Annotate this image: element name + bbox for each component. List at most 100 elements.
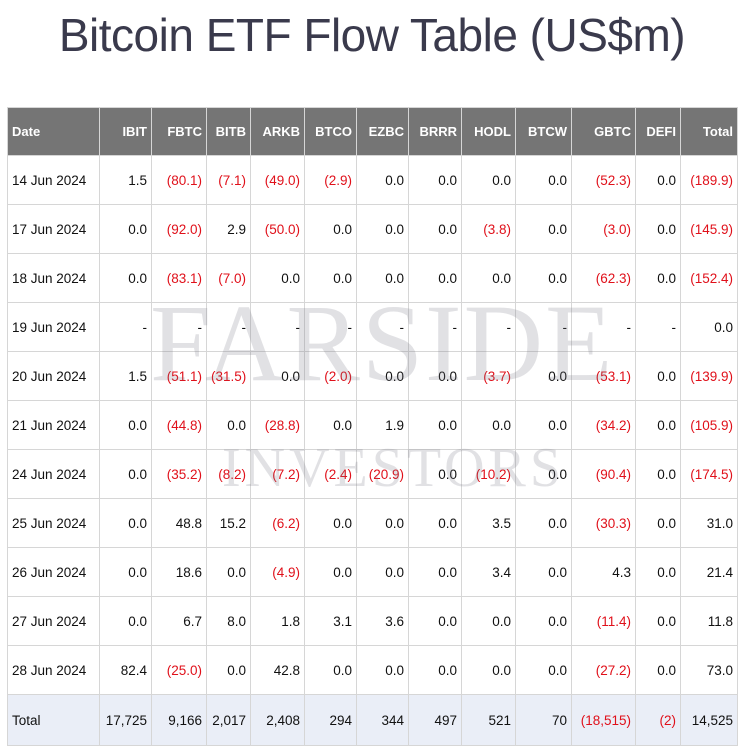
flow-cell: (30.3) [571, 498, 636, 548]
flow-cell: - [304, 302, 357, 352]
column-header-btcw: BTCW [515, 107, 572, 156]
flow-cell: (7.2) [250, 449, 305, 499]
flow-cell: 0.0 [515, 204, 572, 254]
flow-cell: 0.0 [99, 547, 152, 597]
row-date: 21 Jun 2024 [7, 400, 100, 450]
flow-cell: 0.0 [356, 498, 409, 548]
column-header-btco: BTCO [304, 107, 357, 156]
flow-cell: 2,408 [250, 694, 305, 746]
flow-cell: 294 [304, 694, 357, 746]
flow-cell: 0.0 [408, 645, 462, 695]
flow-cell: 1.5 [99, 155, 152, 205]
flow-cell: 0.0 [461, 596, 516, 646]
table-row: 27 Jun 2024 0.0 6.7 8.0 1.8 3.1 3.6 0.0 0.0 0.0 (1… [7, 596, 738, 646]
flow-cell: - [408, 302, 462, 352]
flow-cell: 0.0 [461, 253, 516, 303]
flow-cell: (27.2) [571, 645, 636, 695]
flow-cell: 14,525 [680, 694, 738, 746]
flow-cell: 0.0 [635, 400, 681, 450]
flow-cell: (189.9) [680, 155, 738, 205]
flow-cell: 0.0 [515, 547, 572, 597]
flow-cell: 1.8 [250, 596, 305, 646]
table-row: 26 Jun 2024 0.0 18.6 0.0 (4.9) 0.0 0.0 0.0 3.4 0.… [7, 547, 738, 597]
flow-cell: 15.2 [206, 498, 251, 548]
flow-cell: 0.0 [515, 498, 572, 548]
flow-cell: 0.0 [304, 645, 357, 695]
flow-cell: 0.0 [635, 155, 681, 205]
flow-cell: 0.0 [515, 253, 572, 303]
flow-cell: 0.0 [635, 645, 681, 695]
flow-cell: 0.0 [206, 547, 251, 597]
flow-cell: (4.9) [250, 547, 305, 597]
flow-cell: (3.0) [571, 204, 636, 254]
flow-cell: (152.4) [680, 253, 738, 303]
flow-cell: 0.0 [99, 204, 152, 254]
flow-cell: 31.0 [680, 498, 738, 548]
flow-cell: 18.6 [151, 547, 207, 597]
flow-cell: (25.0) [151, 645, 207, 695]
flow-cell: 0.0 [356, 351, 409, 401]
flow-cell: 0.0 [635, 253, 681, 303]
flow-cell: 9,166 [151, 694, 207, 746]
row-date: 24 Jun 2024 [7, 449, 100, 499]
flow-cell: (7.1) [206, 155, 251, 205]
flow-cell: 0.0 [250, 351, 305, 401]
flow-cell: 1.5 [99, 351, 152, 401]
flow-cell: 3.1 [304, 596, 357, 646]
flow-cell: (105.9) [680, 400, 738, 450]
flow-cell: 0.0 [356, 155, 409, 205]
flow-cell: (34.2) [571, 400, 636, 450]
flow-cell: 2.9 [206, 204, 251, 254]
flow-cell: 0.0 [206, 400, 251, 450]
flow-cell: 3.4 [461, 547, 516, 597]
flow-cell: 0.0 [304, 204, 357, 254]
flow-cell: (3.8) [461, 204, 516, 254]
column-header-ezbc: EZBC [356, 107, 409, 156]
flow-cell: - [151, 302, 207, 352]
flow-cell: 0.0 [635, 596, 681, 646]
flow-cell: (83.1) [151, 253, 207, 303]
flow-cell: 0.0 [461, 155, 516, 205]
flow-cell: 4.3 [571, 547, 636, 597]
flow-cell: 11.8 [680, 596, 738, 646]
row-date: 14 Jun 2024 [7, 155, 100, 205]
column-header-gbtc: GBTC [571, 107, 636, 156]
flow-cell: 0.0 [515, 351, 572, 401]
flow-cell: 8.0 [206, 596, 251, 646]
flow-cell: (28.8) [250, 400, 305, 450]
flow-cell: (8.2) [206, 449, 251, 499]
header-row: Date IBIT FBTC BITB ARKB BTCO EZBC BRRR HODL BTCW… [7, 107, 738, 156]
row-date: 27 Jun 2024 [7, 596, 100, 646]
column-header-arkb: ARKB [250, 107, 305, 156]
flow-cell: 73.0 [680, 645, 738, 695]
flow-cell: 0.0 [635, 498, 681, 548]
row-date: 19 Jun 2024 [7, 302, 100, 352]
column-header-brrr: BRRR [408, 107, 462, 156]
flow-cell: 0.0 [461, 400, 516, 450]
flow-cell: 0.0 [515, 155, 572, 205]
flow-cell: (2.4) [304, 449, 357, 499]
row-date: 26 Jun 2024 [7, 547, 100, 597]
column-header-hodl: HODL [461, 107, 516, 156]
flow-cell: 1.9 [356, 400, 409, 450]
flow-cell: 2,017 [206, 694, 251, 746]
flow-cell: 0.0 [461, 645, 516, 695]
row-date: 18 Jun 2024 [7, 253, 100, 303]
flow-cell: 497 [408, 694, 462, 746]
flow-cell: 0.0 [99, 449, 152, 499]
flow-cell: 0.0 [99, 400, 152, 450]
flow-cell: 0.0 [304, 547, 357, 597]
flow-cell: 0.0 [356, 253, 409, 303]
table-header: Date IBIT FBTC BITB ARKB BTCO EZBC BRRR HODL BTCW… [7, 107, 738, 156]
flow-cell: 48.8 [151, 498, 207, 548]
flow-cell: 0.0 [408, 596, 462, 646]
flow-cell: 82.4 [99, 645, 152, 695]
flow-cell: - [571, 302, 636, 352]
flow-cell: (2.9) [304, 155, 357, 205]
flow-cell: - [461, 302, 516, 352]
flow-cell: (50.0) [250, 204, 305, 254]
flow-cell: (35.2) [151, 449, 207, 499]
flow-cell: 0.0 [408, 155, 462, 205]
flow-cell: (2.0) [304, 351, 357, 401]
flow-cell: 0.0 [408, 351, 462, 401]
